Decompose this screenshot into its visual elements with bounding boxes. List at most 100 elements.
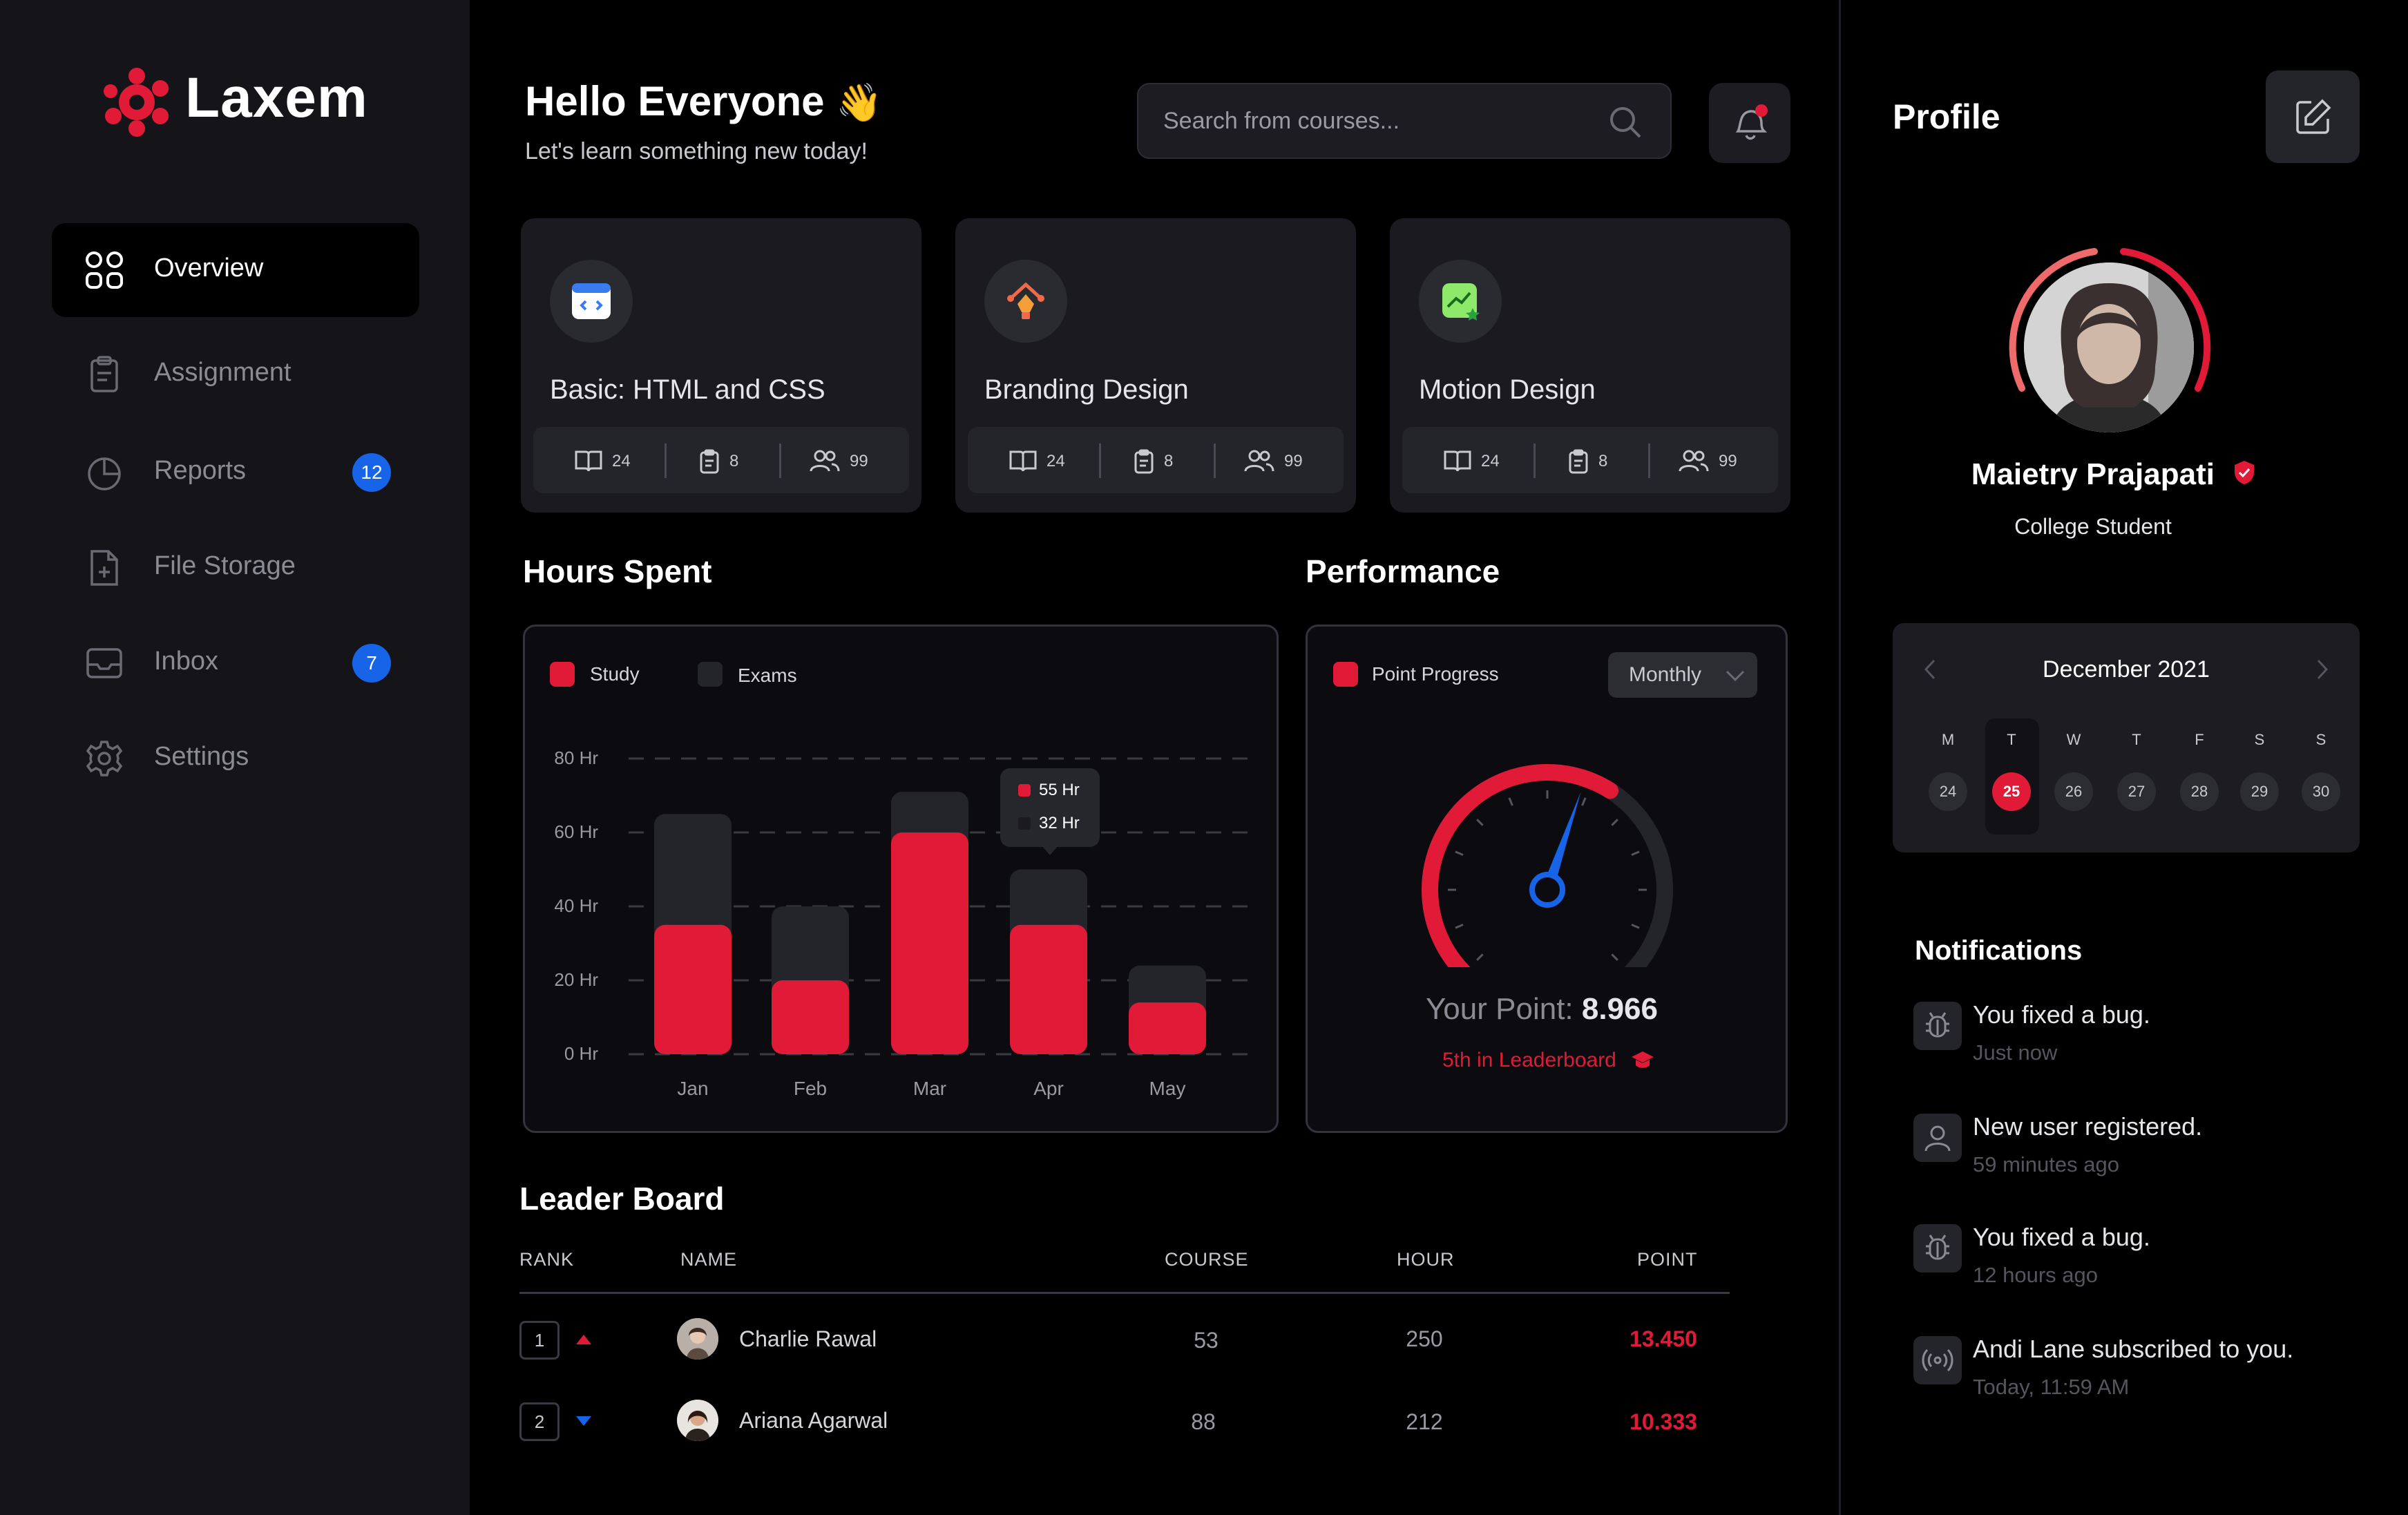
calendar: December 2021 M T W T F S S 24 25 26 27 28 29 30	[1893, 623, 2360, 852]
sidebar-item-label: Inbox	[154, 647, 218, 676]
calendar-weekday: T	[2007, 731, 2016, 748]
legend-exams-label: Exams	[738, 665, 797, 686]
hours-title: Hours Spent	[523, 553, 712, 589]
sidebar-item-reports[interactable]: Reports 12	[52, 426, 419, 520]
profile-title: Profile	[1893, 97, 2000, 136]
calendar-date[interactable]: 25	[1992, 772, 2031, 811]
profile-role: College Student	[2014, 514, 2172, 539]
performance-title: Performance	[1306, 553, 1500, 589]
calendar-date[interactable]: 27	[2117, 772, 2156, 811]
legend-study-label: Study	[590, 663, 640, 685]
verified-icon	[2235, 461, 2255, 484]
bell-icon	[1735, 104, 1768, 140]
y-tick-label: 60 Hr	[554, 821, 598, 842]
clipboard-icon	[1134, 449, 1154, 474]
notification-text[interactable]: You fixed a bug.	[1973, 1000, 2150, 1029]
chevron-down-icon	[1726, 670, 1745, 681]
leader-name: Charlie Rawal	[739, 1326, 877, 1351]
leaderboard-rank: 5th in Leaderboard	[1442, 1049, 1655, 1072]
period-value: Monthly	[1629, 663, 1702, 686]
y-tick-label: 40 Hr	[554, 895, 598, 916]
y-tick-label: 20 Hr	[554, 969, 598, 990]
performance-gauge	[1422, 764, 1673, 967]
course-stats: 24 8 99	[1402, 427, 1778, 493]
gauge-tick	[1581, 797, 1587, 806]
sidebar-item-assignment[interactable]: Assignment	[52, 327, 419, 421]
course-card[interactable]: Motion Design 24 8 99	[1390, 218, 1790, 513]
calendar-date[interactable]: 30	[2302, 772, 2340, 811]
tooltip-exams: 32 Hr	[1018, 814, 1080, 833]
gauge-tick	[1611, 953, 1618, 961]
x-tick-label: Feb	[793, 1078, 828, 1099]
bug-icon	[1913, 1002, 1962, 1050]
calendar-date[interactable]: 24	[1929, 772, 1967, 811]
broadcast-icon	[1913, 1336, 1962, 1384]
bar-study	[1010, 924, 1087, 1054]
col-course: COURSE	[1165, 1249, 1249, 1270]
col-rank: RANK	[519, 1249, 575, 1270]
course-title: Branding Design	[984, 374, 1189, 405]
chevron-left-icon[interactable]	[1923, 659, 1937, 680]
chart-image-icon	[1442, 283, 1480, 321]
leader-point: 10.333	[1630, 1409, 1697, 1434]
gauge-needle	[1543, 792, 1581, 893]
sidebar-item-inbox[interactable]: Inbox 7	[52, 616, 419, 710]
sidebar-item-overview[interactable]: Overview	[52, 223, 419, 317]
sidebar-item-file-storage[interactable]: File Storage	[52, 521, 419, 615]
calendar-date[interactable]: 26	[2054, 772, 2093, 811]
edit-profile-button[interactable]	[2266, 70, 2360, 163]
notification-text[interactable]: Andi Lane subscribed to you.	[1973, 1335, 2294, 1363]
sidebar: Laxem Overview Assignment Reports 12 Fil…	[0, 0, 470, 1515]
trend-down-icon	[576, 1416, 591, 1426]
notification-text[interactable]: New user registered.	[1973, 1112, 2203, 1141]
edit-icon	[2296, 99, 2331, 134]
search-input[interactable]	[1163, 84, 1592, 158]
inbox-icon	[86, 648, 122, 678]
x-tick-label: Mar	[912, 1078, 947, 1099]
bar-tooltip: 55 Hr 32 Hr	[1000, 768, 1100, 855]
sidebar-item-label: Reports	[154, 456, 247, 485]
leader-name: Ariana Agarwal	[739, 1408, 888, 1433]
gauge-fill	[1422, 764, 1619, 967]
notification-button[interactable]	[1709, 83, 1790, 163]
book-icon	[1444, 450, 1471, 472]
code-window-icon	[572, 283, 611, 319]
calendar-date[interactable]: 29	[2240, 772, 2279, 811]
gauge-tick	[1631, 924, 1640, 929]
pie-chart-icon	[88, 457, 121, 490]
sidebar-item-label: File Storage	[154, 551, 296, 580]
notification-text[interactable]: You fixed a bug.	[1973, 1223, 2150, 1251]
book-icon	[575, 450, 602, 472]
x-tick-label: Apr	[1033, 1078, 1064, 1099]
leader-hour: 212	[1406, 1409, 1443, 1434]
course-card[interactable]: Basic: HTML and CSS 24 8 99	[521, 218, 921, 513]
sidebar-item-label: Overview	[154, 254, 264, 283]
sidebar-item-label: Settings	[154, 742, 249, 771]
leader-course: 53	[1194, 1328, 1219, 1353]
leader-course: 88	[1191, 1409, 1216, 1434]
gauge-tick	[1476, 953, 1484, 961]
profile-avatar	[2024, 263, 2194, 432]
header-divider	[519, 1292, 1730, 1294]
course-card[interactable]: Branding Design 24 8 99	[955, 218, 1356, 513]
course-stats: 24 8 99	[968, 427, 1344, 493]
bar-study	[1129, 1002, 1206, 1054]
leader-hour: 250	[1406, 1326, 1443, 1351]
x-tick-label: May	[1149, 1078, 1186, 1099]
users-icon	[1679, 450, 1709, 472]
bar-study	[772, 980, 849, 1054]
inbox-badge: 7	[352, 644, 391, 683]
calendar-date[interactable]: 28	[2180, 772, 2219, 811]
y-tick-label: 80 Hr	[554, 747, 598, 768]
rank-badge: 1	[519, 1321, 560, 1360]
period-dropdown[interactable]: Monthly	[1608, 652, 1757, 698]
search-icon[interactable]	[1608, 105, 1643, 140]
calendar-weekday: S	[2315, 731, 2326, 748]
avatar	[677, 1400, 718, 1441]
sidebar-item-settings[interactable]: Settings	[52, 712, 419, 806]
legend-point-label: Point Progress	[1372, 663, 1499, 685]
gauge-tick	[1455, 850, 1464, 856]
chevron-right-icon[interactable]	[2315, 659, 2329, 680]
legend-exams-swatch	[698, 662, 723, 687]
